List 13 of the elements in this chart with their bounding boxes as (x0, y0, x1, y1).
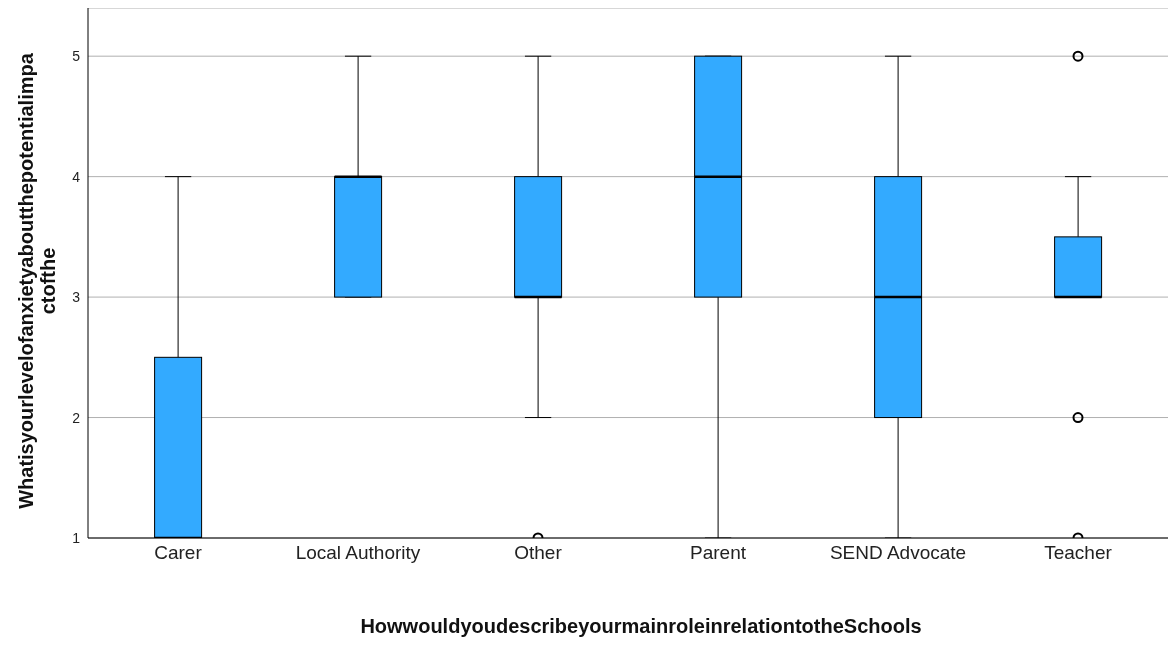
x-tick-label: Parent (690, 542, 747, 564)
x-tick-label: Teacher (1044, 542, 1113, 564)
x-tick-label: SEND Advocate (829, 542, 967, 564)
y-tick-label: 5 (72, 48, 81, 65)
y-axis-title: Whatisyourlevelofanxietyaboutthepotentialimpactofthe (15, 52, 59, 509)
x-axis-title: HowwouldyoudescribeyourmainroleinrelationtotheSchools (360, 615, 922, 637)
y-tick-label: 3 (72, 289, 81, 306)
x-tick-label: Carer (154, 542, 203, 564)
y-tick-label: 1 (72, 529, 81, 546)
y-tick-label: 2 (72, 409, 81, 426)
y-tick-label: 4 (72, 168, 81, 185)
x-tick-label: Local Authority (295, 542, 421, 564)
x-tick-label: Other (514, 542, 563, 564)
